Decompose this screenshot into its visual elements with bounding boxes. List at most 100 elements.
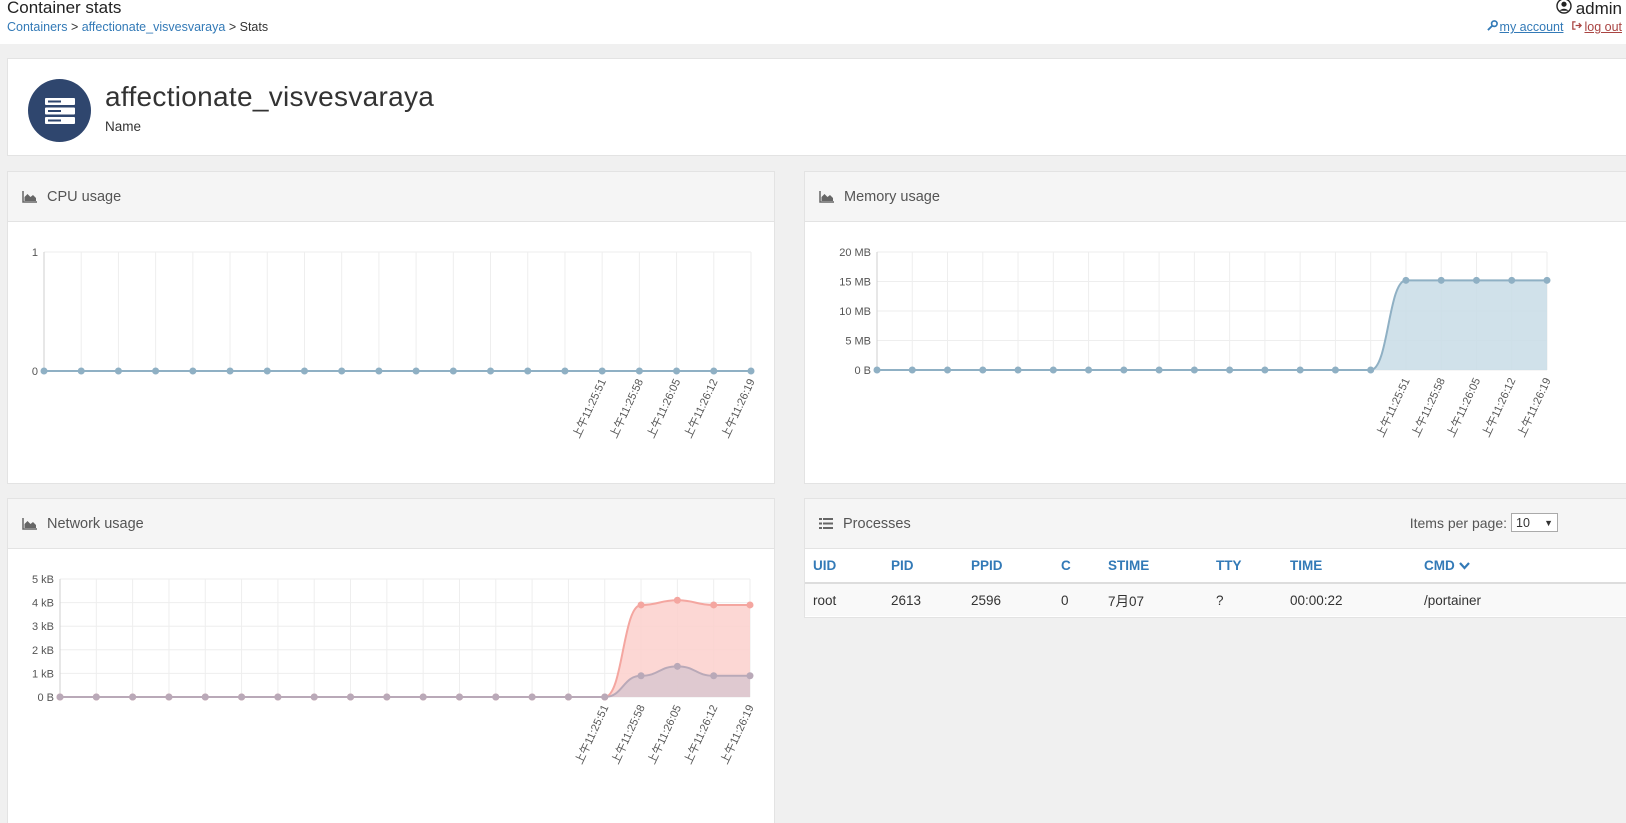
data-point (1014, 366, 1022, 374)
cell-c: 0 (1053, 583, 1100, 616)
network-usage-panel: Network usage 5 kB 4 kB 3 kB 2 kB 1 kB 0 B 上午1… (7, 498, 775, 823)
x-tick-label: 上午11:25:51 (573, 703, 612, 767)
x-tick-label: 上午11:26:05 (645, 703, 684, 767)
data-point (165, 693, 173, 701)
container-name-panel: affectionate_visvesvaraya Name (7, 58, 1626, 156)
data-point (908, 366, 916, 374)
user-links: my account log out (1486, 20, 1622, 34)
data-point (598, 367, 606, 375)
y-tick-label: 4 kB (32, 598, 54, 610)
data-point (310, 693, 318, 701)
data-point (189, 367, 197, 375)
data-point (412, 367, 420, 375)
data-point (114, 367, 122, 375)
data-point (347, 693, 355, 701)
x-tick-label: 上午11:25:58 (607, 377, 646, 441)
data-point (338, 367, 346, 375)
data-point (40, 367, 48, 375)
x-tick-label: 上午11:26:12 (682, 703, 721, 767)
memory-chart: 20 MB 15 MB 10 MB 5 MB 0 B 上午11:25:51上午11:25:… (839, 247, 1554, 440)
data-point (1367, 366, 1375, 374)
series-area (877, 280, 1547, 370)
column-header-c[interactable]: C (1053, 549, 1100, 584)
y-tick-label: 2 kB (32, 645, 54, 657)
x-tick-label: 上午11:25:51 (570, 377, 609, 441)
column-header-pid[interactable]: PID (883, 549, 963, 584)
x-tick-label: 上午11:26:19 (718, 703, 757, 767)
data-point (455, 693, 463, 701)
column-header-uid[interactable]: UID (805, 549, 883, 584)
data-point (1049, 366, 1057, 374)
panel-title: CPU usage (47, 188, 122, 205)
data-point (944, 366, 952, 374)
user-circle-icon (1555, 0, 1572, 19)
y-tick-label: 10 MB (839, 306, 871, 318)
data-point (637, 672, 645, 680)
user-menu: admin (1555, 0, 1622, 19)
x-tick-label: 上午11:26:05 (644, 377, 683, 441)
x-tick-label: 上午11:26:05 (1444, 376, 1483, 440)
wrench-icon (1486, 20, 1498, 34)
panel-title: Network usage (47, 515, 144, 532)
items-per-page-value: 10 (1516, 515, 1530, 530)
items-per-page-label: Items per page: (1409, 514, 1507, 531)
data-point (375, 367, 383, 375)
data-point (1508, 276, 1516, 284)
series-line (60, 665, 750, 698)
data-point (1261, 366, 1269, 374)
log-out-link[interactable]: log out (1571, 20, 1622, 34)
data-point (274, 693, 282, 701)
data-point (710, 672, 718, 680)
x-tick-label: 上午11:25:58 (1409, 376, 1448, 440)
y-tick-label: 15 MB (839, 277, 871, 289)
processes-panel: Processes Items per page: 10 ▼ UID PID P… (804, 498, 1626, 618)
items-per-page-select[interactable]: 10 ▼ (1511, 513, 1558, 532)
data-point (226, 367, 234, 375)
data-point (1331, 366, 1339, 374)
data-point (1155, 366, 1163, 374)
data-point (1120, 366, 1128, 374)
cell-pid: 2613 (883, 583, 963, 616)
cpu-usage-panel: CPU usage 1 0 上午11:25:51 上午11:25:58 上午11:26:… (7, 171, 775, 484)
data-point (152, 367, 160, 375)
data-point (747, 367, 755, 375)
data-point (1437, 276, 1445, 284)
username: admin (1575, 0, 1622, 18)
y-tick-label: 1 (32, 247, 38, 259)
series-area (60, 666, 750, 697)
column-header-tty[interactable]: TTY (1208, 549, 1282, 584)
panel-heading: Memory usage (805, 172, 1626, 222)
column-header-cmd-label: CMD (1424, 558, 1455, 573)
y-tick-label: 0 B (37, 692, 54, 704)
table-header-row: UID PID PPID C STIME TTY TIME CMD (805, 549, 1626, 584)
breadcrumb-separator: > (228, 20, 237, 34)
data-point (1226, 366, 1234, 374)
y-tick-label: 3 kB (32, 621, 54, 633)
series-line (877, 279, 1547, 371)
cell-stime: 7月07 (1100, 583, 1208, 616)
data-point (1085, 366, 1093, 374)
my-account-link[interactable]: my account (1486, 20, 1563, 34)
items-per-page: Items per page: 10 ▼ (1410, 513, 1558, 532)
area-chart-icon (819, 190, 834, 203)
column-header-time[interactable]: TIME (1282, 549, 1416, 584)
y-tick-label: 0 (32, 366, 38, 378)
x-tick-label: 上午11:26:12 (1480, 376, 1519, 440)
list-icon (819, 518, 833, 529)
data-point (77, 367, 85, 375)
x-tick-label: 上午11:25:51 (1374, 376, 1413, 440)
data-point (449, 367, 457, 375)
data-point (979, 366, 987, 374)
cell-time: 00:00:22 (1282, 583, 1416, 616)
column-header-stime[interactable]: STIME (1100, 549, 1208, 584)
chevron-down-icon (1458, 558, 1470, 573)
data-point (873, 366, 881, 374)
panel-title: Memory usage (844, 188, 940, 205)
breadcrumb-container[interactable]: affectionate_visvesvaraya (81, 20, 226, 34)
breadcrumb-containers[interactable]: Containers (7, 20, 68, 34)
breadcrumb-separator: > (70, 20, 79, 34)
data-point (1190, 366, 1198, 374)
column-header-ppid[interactable]: PPID (963, 549, 1053, 584)
column-header-cmd[interactable]: CMD (1416, 549, 1626, 584)
